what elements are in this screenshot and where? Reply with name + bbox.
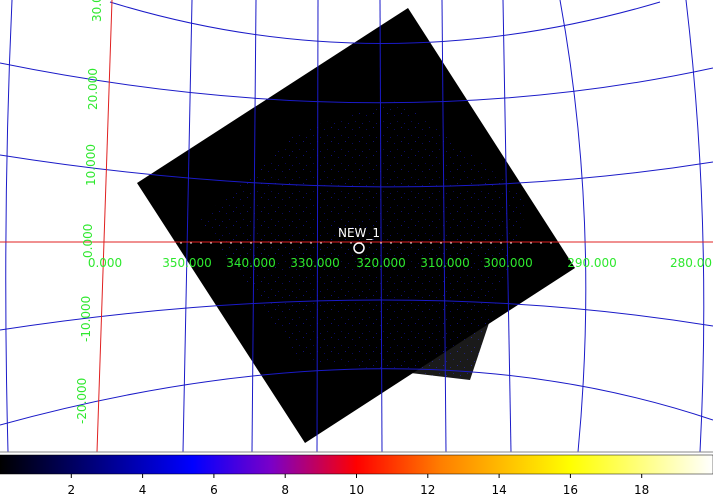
colorbar-tick-label: 10 <box>349 483 364 497</box>
axis-label: 20.000 <box>86 68 100 110</box>
grid-line <box>182 0 193 453</box>
axis-label: -10.000 <box>79 296 93 342</box>
colorbar-tick-label: 2 <box>67 483 75 497</box>
grid-line <box>559 0 587 453</box>
axis-label: -20.000 <box>75 378 89 424</box>
grid-line <box>0 299 713 331</box>
grid-line <box>502 0 512 453</box>
grid-line <box>5 0 13 453</box>
grid-line <box>379 0 383 453</box>
colorbar-tick-label: 6 <box>210 483 218 497</box>
colorbar-tick-label: 14 <box>491 483 506 497</box>
axis-label: 290.000 <box>567 256 617 270</box>
grid-line <box>251 0 257 453</box>
x-axis-labels: 0.000 350.000 340.000 330.000 320.000 31… <box>88 256 712 270</box>
grid-line <box>0 368 713 426</box>
coordinate-grid <box>0 0 713 453</box>
axis-label: 320.000 <box>356 256 406 270</box>
colorbar-ticks: 2 4 6 8 10 12 14 16 18 <box>67 474 649 497</box>
axis-label: 350.000 <box>162 256 212 270</box>
y-axis-labels: 30.0 20.000 10.000 0.000 -10.000 -20.000 <box>75 0 104 424</box>
marker-label: NEW_1 <box>338 226 380 240</box>
axis-label: 30.0 <box>90 0 104 22</box>
meridian-line <box>96 0 113 453</box>
grid-line <box>441 0 447 453</box>
grid-line <box>0 154 713 188</box>
axis-label: 300.000 <box>483 256 533 270</box>
colorbar-tick-label: 12 <box>420 483 435 497</box>
colorbar-tick-label: 18 <box>634 483 649 497</box>
colorbar-tick-label: 16 <box>563 483 578 497</box>
grid-line <box>0 62 713 104</box>
grid-line <box>316 0 319 453</box>
exposure-noise <box>200 100 530 380</box>
grid-line <box>685 0 705 453</box>
colorbar-tick-label: 4 <box>139 483 147 497</box>
colorbar <box>0 454 713 475</box>
axis-label: 330.000 <box>290 256 340 270</box>
axis-label: 310.000 <box>420 256 470 270</box>
axis-label: 0.000 <box>81 224 95 258</box>
axis-label: 0.000 <box>88 256 122 270</box>
colorbar-tick-label: 8 <box>281 483 289 497</box>
source-marker[interactable] <box>353 242 365 254</box>
grid-line <box>109 1 661 44</box>
axis-label: 10.000 <box>84 144 98 186</box>
axis-label: 340.000 <box>226 256 276 270</box>
axis-label: 280.00 <box>670 256 712 270</box>
